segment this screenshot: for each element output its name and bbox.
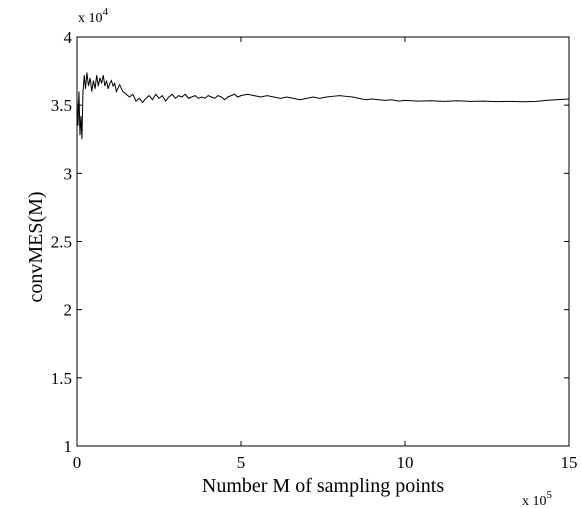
y-exponent-label: x 104 bbox=[78, 6, 109, 26]
y-tick-label: 4 bbox=[64, 28, 73, 47]
x-tick-label: 0 bbox=[73, 453, 82, 472]
x-tick-label: 10 bbox=[397, 453, 414, 472]
y-tick-label: 3 bbox=[64, 164, 73, 183]
x-tick-label: 5 bbox=[237, 453, 246, 472]
y-axis-ticks: 1 1.5 2 2.5 3 3.5 4 bbox=[51, 28, 569, 456]
y-axis-label: convMES(M) bbox=[25, 191, 47, 302]
y-tick-label: 2 bbox=[64, 301, 73, 320]
x-tick-label: 15 bbox=[561, 453, 578, 472]
y-tick-label: 3.5 bbox=[51, 96, 72, 115]
x-axis-label: Number M of sampling points bbox=[202, 475, 444, 497]
y-tick-label: 1.5 bbox=[51, 369, 72, 388]
y-tick-label: 1 bbox=[64, 437, 73, 456]
x-axis-ticks: 0 5 10 15 bbox=[73, 37, 578, 472]
x-exponent-label: x 105 bbox=[522, 489, 553, 508]
series-line bbox=[76, 72, 570, 140]
y-tick-label: 2.5 bbox=[51, 233, 72, 252]
